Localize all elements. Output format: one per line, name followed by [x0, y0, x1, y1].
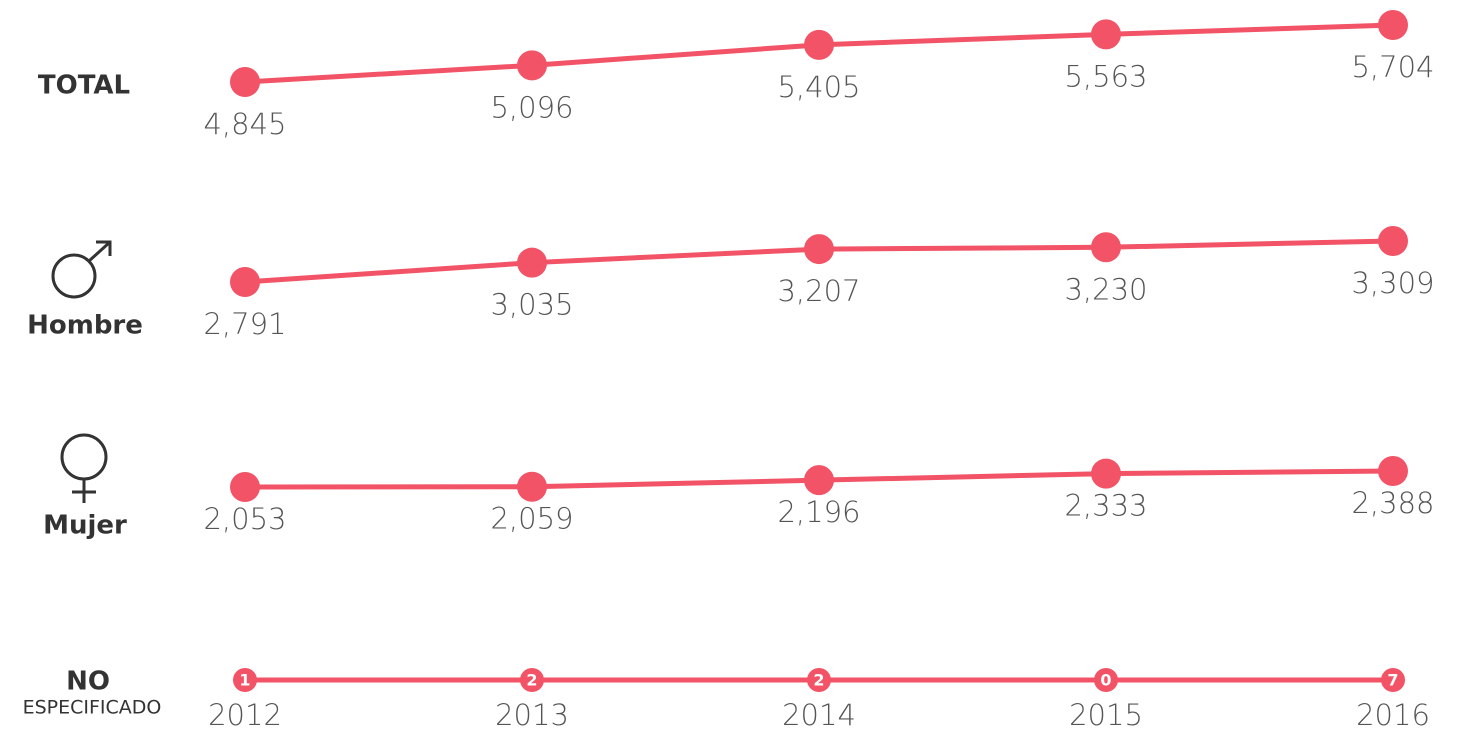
x-tick-label: 2016 [1356, 698, 1430, 732]
value-label: 5,405 [777, 70, 860, 104]
point [804, 465, 834, 496]
value-label: 4,845 [203, 107, 286, 141]
point [1091, 19, 1121, 50]
value-label: 5,704 [1351, 50, 1434, 84]
row-label: Mujer [43, 511, 127, 541]
x-tick-label: 2014 [782, 698, 856, 732]
point [517, 247, 547, 278]
female-icon [60, 433, 108, 503]
point [1094, 668, 1118, 692]
value-label: 1 [239, 671, 250, 690]
x-tick-label: 2012 [208, 698, 282, 732]
value-label: 3,309 [1351, 266, 1434, 300]
row-label: TOTAL [38, 71, 130, 101]
point [1378, 456, 1408, 486]
point [517, 471, 547, 502]
row-sublabel: ESPECIFICADO [23, 697, 162, 719]
value-label: 2 [526, 671, 537, 690]
value-label: 2,059 [490, 502, 573, 536]
value-label: 2,196 [777, 495, 860, 529]
value-label: 3,207 [777, 274, 860, 308]
value-label: 0 [1100, 671, 1111, 690]
point [804, 29, 834, 60]
value-label: 7 [1387, 671, 1398, 690]
point [807, 668, 831, 692]
point [1381, 668, 1405, 692]
value-label: 3,230 [1064, 272, 1147, 306]
point [1378, 10, 1408, 40]
x-tick-label: 2015 [1069, 698, 1143, 732]
value-label: 2,388 [1351, 486, 1434, 520]
value-label: 3,035 [490, 288, 573, 322]
male-icon [51, 240, 112, 299]
value-label: 5,096 [490, 90, 573, 124]
point [230, 267, 260, 297]
point [1091, 458, 1121, 489]
point [230, 472, 260, 502]
point [230, 67, 260, 97]
point [1378, 226, 1408, 256]
value-label: 2,053 [203, 502, 286, 536]
value-label: 5,563 [1064, 59, 1147, 93]
value-label: 2,791 [203, 307, 286, 341]
point [233, 668, 257, 692]
point [517, 50, 547, 81]
value-label: 2 [813, 671, 824, 690]
point [1091, 232, 1121, 263]
value-label: 2,333 [1064, 489, 1147, 523]
point [520, 668, 544, 692]
row-label: Hombre [27, 311, 143, 341]
x-tick-label: 2013 [495, 698, 569, 732]
point [804, 234, 834, 265]
row-label: NO [66, 667, 110, 697]
